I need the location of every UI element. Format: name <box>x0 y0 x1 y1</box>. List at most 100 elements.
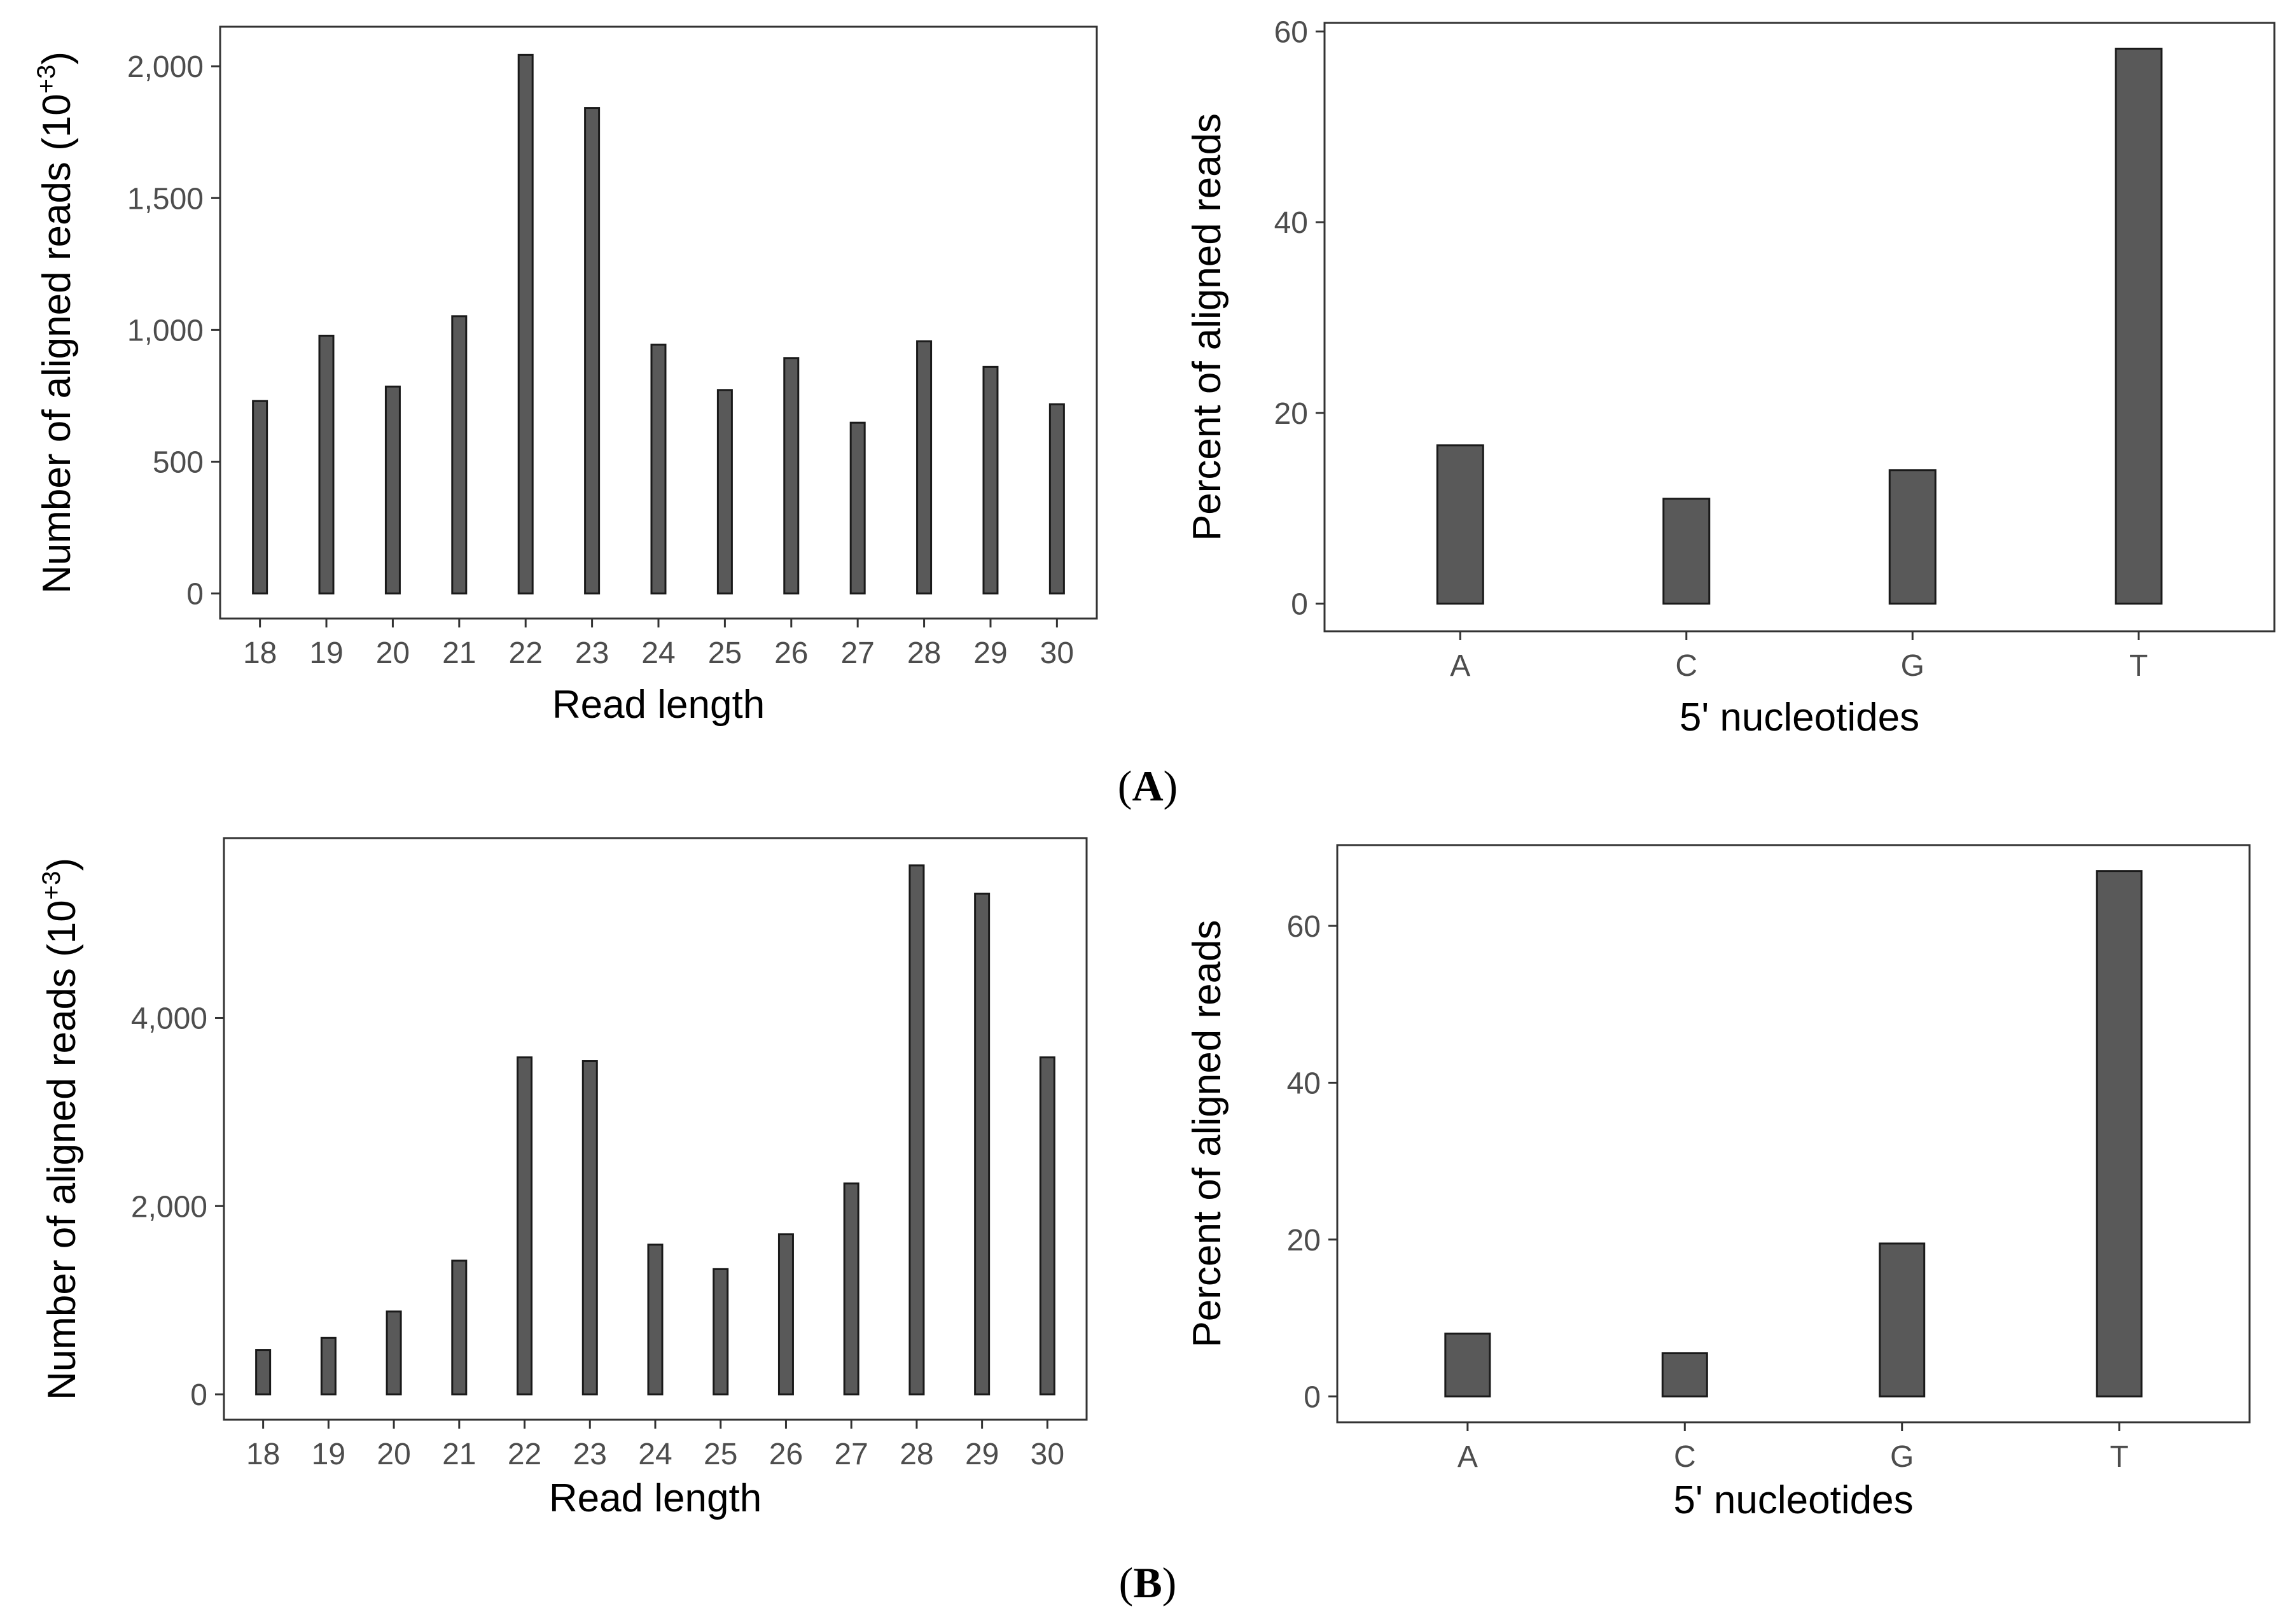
chart-b-read-length-svg: 0 2,000 4,000 18 19 20 21 22 23 24 25 26 27 28 29 30 Rea… <box>38 837 1088 1520</box>
chart2-bar-19 <box>320 1336 337 1396</box>
chart0-xtick-label-22: 22 <box>509 636 543 670</box>
chart2-ytick-label-1: 2,000 <box>131 1190 207 1224</box>
chart2-xtick-label-24: 24 <box>638 1438 672 1471</box>
chart-b-nucleotides-svg: 0 20 40 60 A C G T 5' nucleotides Percent of alig… <box>1185 844 2251 1522</box>
chart0-ytick-label-0: 0 <box>186 578 204 612</box>
chart0-bar-26 <box>783 357 800 595</box>
chart2-bar-28 <box>908 864 925 1396</box>
chart1-ytick-label-2: 40 <box>1274 206 1308 240</box>
chart1-y-axis-title: Percent of aligned reads <box>1185 113 1229 541</box>
chart-b-read-length: 0 2,000 4,000 18 19 20 21 22 23 24 25 26 27 28 29 30 Rea… <box>0 815 1145 1565</box>
chart0-bar-25 <box>716 389 733 595</box>
chart2-xtick-label-29: 29 <box>965 1438 999 1471</box>
chart-b-nucleotides: 0 20 40 60 A C G T 5' nucleotides Percent of alig… <box>1145 815 2296 1565</box>
chart1-x-axis-title: 5' nucleotides <box>1680 696 1919 739</box>
chart1-ytick-label-3: 60 <box>1274 15 1308 49</box>
chart2-xtick-label-25: 25 <box>704 1438 737 1471</box>
chart0-bar-19 <box>318 335 335 595</box>
chart2-ytick-label-2: 4,000 <box>131 1002 207 1035</box>
chart0-bar-27 <box>849 421 866 595</box>
chart1-ytick-label-1: 20 <box>1274 397 1308 431</box>
chart0-bar-22 <box>517 53 534 595</box>
panel-label-a: (A) <box>1084 761 1211 811</box>
chart0-y-axis-title: Number of aligned reads (10+3) <box>32 52 79 594</box>
chart1-xtick-label-T: T <box>2129 649 2148 683</box>
chart2-xtick-label-30: 30 <box>1031 1438 1064 1471</box>
chart1-xtick-label-G: G <box>1901 649 1924 683</box>
chart0-ytick-label-1: 500 <box>153 446 204 480</box>
chart3-ytick-label-2: 40 <box>1287 1067 1321 1100</box>
chart2-bar-27 <box>843 1182 859 1396</box>
chart2-xtick-label-20: 20 <box>377 1438 410 1471</box>
chart-a-read-length-svg: 0 500 1,000 1,500 2,000 18 19 20 21 22 23 24 25 26 27 2… <box>32 25 1098 727</box>
chart0-ytick-label-2: 1,000 <box>127 314 204 347</box>
chart0-bar-30 <box>1048 403 1065 595</box>
chart2-bar-30 <box>1039 1056 1055 1396</box>
chart2-xtick-label-28: 28 <box>900 1438 933 1471</box>
chart1-plot-frame <box>1323 22 2276 633</box>
chart2-y-axis-title-exponent: +3 <box>38 871 66 900</box>
chart2-bar-29 <box>974 892 991 1396</box>
chart1-bar-A <box>1436 444 1484 605</box>
chart2-xtick-label-22: 22 <box>508 1438 541 1471</box>
chart0-ytick-label-4: 2,000 <box>127 50 204 84</box>
chart1-xtick-label-C: C <box>1675 649 1697 683</box>
chart2-xtick-label-18: 18 <box>246 1438 280 1471</box>
chart3-xtick-label-G: G <box>1890 1440 1914 1474</box>
chart2-bar-20 <box>386 1310 402 1396</box>
chart2-x-axis-title: Read length <box>549 1476 762 1520</box>
chart1-ytick-label-0: 0 <box>1291 588 1308 622</box>
chart0-bar-24 <box>650 344 667 595</box>
chart0-xtick-label-30: 30 <box>1040 636 1074 670</box>
chart0-bar-23 <box>584 107 601 595</box>
chart0-xtick-label-19: 19 <box>309 636 343 670</box>
chart-a-read-length: 0 500 1,000 1,500 2,000 18 19 20 21 22 23 24 25 26 27 2… <box>0 0 1145 751</box>
chart0-y-axis-title-close: ) <box>35 52 79 65</box>
chart-a-nucleotides-svg: 0 20 40 60 A C G T 5' nucleotides Percent of alig… <box>1185 15 2276 739</box>
chart1-bar-C <box>1662 498 1711 605</box>
panel-label-b-letter: B <box>1133 1558 1162 1607</box>
chart0-xtick-label-18: 18 <box>243 636 277 670</box>
chart3-x-axis-title: 5' nucleotides <box>1673 1478 1913 1522</box>
chart-a-nucleotides: 0 20 40 60 A C G T 5' nucleotides Percent of alig… <box>1145 0 2296 751</box>
chart0-xtick-label-20: 20 <box>376 636 410 670</box>
panel-label-b-close: ) <box>1162 1558 1177 1607</box>
chart3-bar-A <box>1444 1333 1491 1397</box>
chart0-xtick-label-28: 28 <box>907 636 941 670</box>
chart2-ytick-label-0: 0 <box>190 1378 207 1412</box>
panel-label-a-open: ( <box>1117 762 1132 810</box>
chart0-xtick-label-29: 29 <box>973 636 1007 670</box>
chart0-y-axis-title-exponent: +3 <box>32 65 60 94</box>
chart2-bar-25 <box>713 1268 729 1396</box>
chart3-plot-frame <box>1336 844 2251 1424</box>
chart3-xtick-label-T: T <box>2110 1440 2128 1474</box>
chart2-xtick-label-27: 27 <box>834 1438 868 1471</box>
chart1-bar-G <box>1888 469 1937 605</box>
chart1-y-axis-title-main: Percent of aligned reads <box>1185 113 1229 541</box>
chart0-xtick-label-24: 24 <box>641 636 675 670</box>
chart0-xtick-label-26: 26 <box>774 636 808 670</box>
chart2-xtick-label-23: 23 <box>573 1438 607 1471</box>
chart0-y-axis-title-main: Number of aligned reads (10 <box>35 94 79 594</box>
chart0-bar-21 <box>451 315 468 595</box>
chart2-bar-21 <box>451 1259 468 1396</box>
chart2-xtick-label-19: 19 <box>312 1438 345 1471</box>
chart3-xtick-label-A: A <box>1458 1440 1478 1474</box>
chart3-ytick-label-3: 60 <box>1287 910 1321 944</box>
chart1-bar-T <box>2115 47 2163 605</box>
chart2-bar-26 <box>777 1233 794 1396</box>
chart0-xtick-label-25: 25 <box>708 636 742 670</box>
chart1-xtick-label-A: A <box>1450 649 1470 683</box>
chart0-x-axis-title: Read length <box>552 683 765 727</box>
panel-label-a-letter: A <box>1132 762 1164 810</box>
chart0-bar-18 <box>252 400 268 595</box>
chart2-y-axis-title-close: ) <box>40 858 84 871</box>
chart0-bar-20 <box>384 385 401 595</box>
chart3-bar-C <box>1661 1352 1708 1397</box>
chart0-bar-29 <box>982 365 999 595</box>
chart3-bar-T <box>2096 870 2143 1397</box>
chart0-ytick-label-3: 1,500 <box>127 182 204 216</box>
chart2-bar-24 <box>647 1243 664 1396</box>
chart2-y-axis-title: Number of aligned reads (10+3) <box>38 858 84 1400</box>
panel-label-b-open: ( <box>1118 1558 1134 1607</box>
